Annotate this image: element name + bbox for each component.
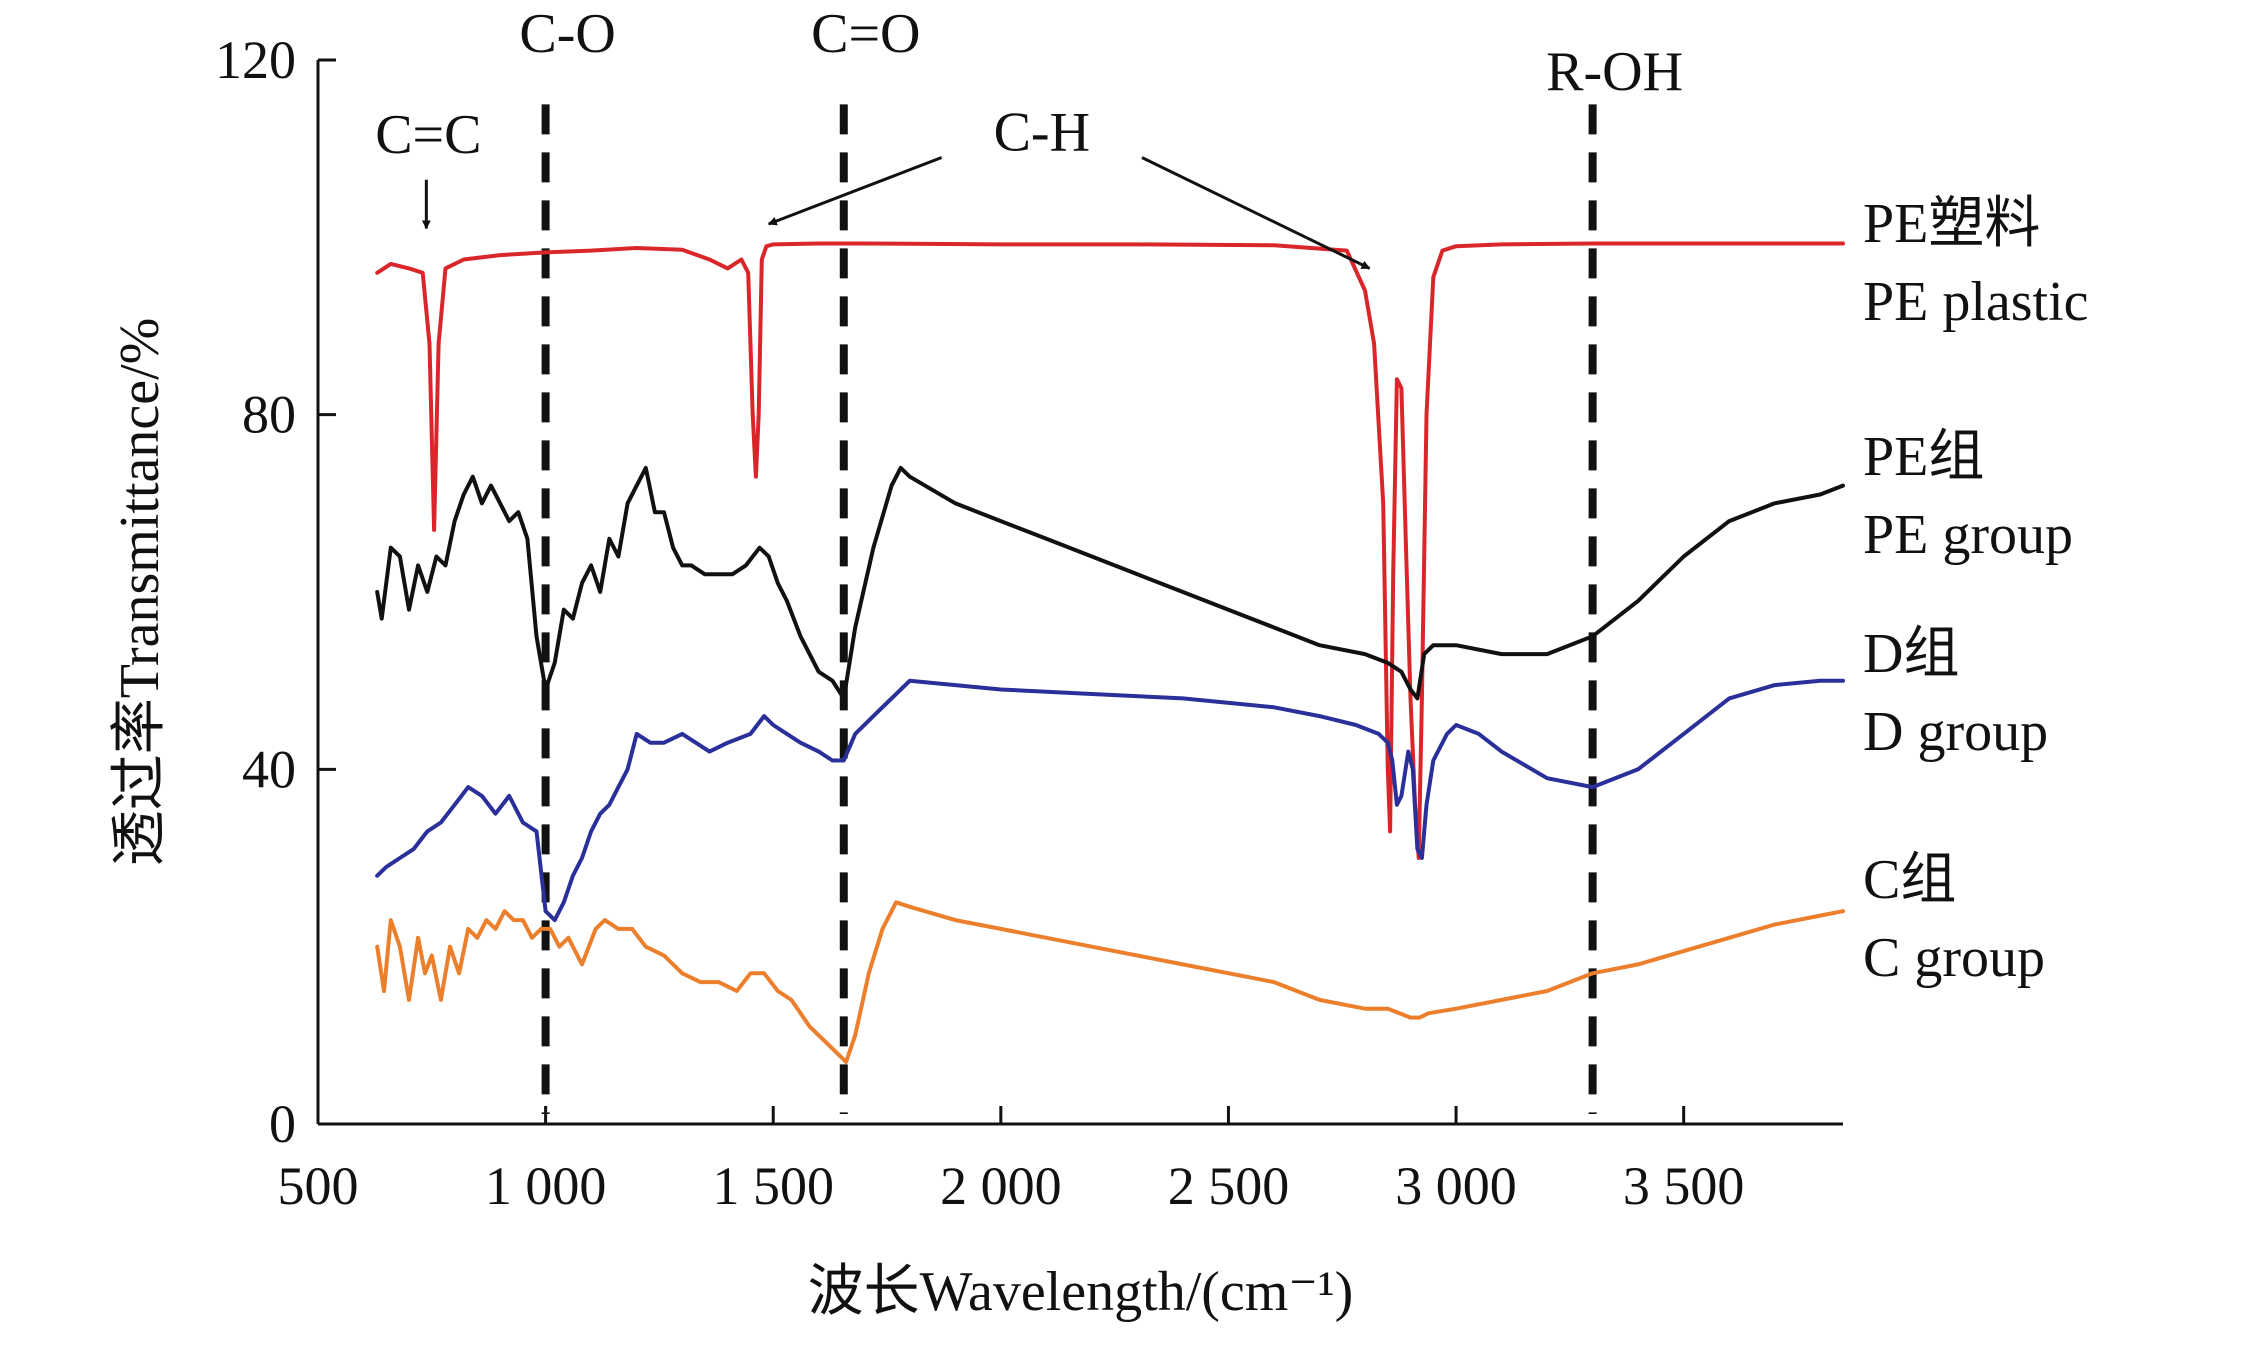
annotation-arrow (1141, 156, 1371, 270)
axes: 0 40 80 120 500 1 000 1 500 2 000 2 500 3 000 3 50… (109, 30, 1843, 1323)
x-tick-label: 2 000 (940, 1156, 1062, 1216)
series-line-3 (375, 678, 1845, 923)
reference-line-label: R-OH (1546, 41, 1683, 103)
y-tick-label: 120 (215, 30, 296, 90)
y-tick-label: 0 (269, 1094, 296, 1154)
x-tick-label: 1 500 (712, 1156, 834, 1216)
reference-lines: C-O C=O R-OH (519, 3, 1683, 1114)
x-tick-label: 1 000 (485, 1156, 607, 1216)
series-line-2 (375, 465, 1845, 701)
x-tick-label: 500 (278, 1156, 359, 1216)
series-layer (375, 241, 1845, 1064)
legend-label-en-3: D group (1863, 701, 2048, 763)
annotation-arrows: C=C C-H (375, 101, 1371, 270)
legend-label-en-4: C group (1863, 927, 2045, 989)
legend-label-en-2: PE group (1863, 504, 2073, 566)
x-tick-label: 2 500 (1168, 1156, 1290, 1216)
x-axis-title: 波长Wavelength/(cm⁻¹) (808, 1261, 1354, 1323)
series-line-4 (375, 900, 1845, 1064)
y-tick-label: 80 (242, 385, 296, 445)
x-tick-label: 3 000 (1395, 1156, 1517, 1216)
x-tick-label: 3 500 (1623, 1156, 1745, 1216)
reference-line-label: C-O (519, 3, 615, 65)
legend-label-en-1: PE plastic (1863, 271, 2089, 333)
legend-label-1: PE塑料 (1863, 193, 2040, 255)
y-axis-title: 透过率Transmittance/% (109, 318, 171, 867)
legend-label-2: PE组 (1863, 426, 1984, 488)
y-tick-label: 40 (242, 739, 296, 799)
annotation-arrow (767, 156, 943, 226)
annotation-label: C=C (375, 104, 481, 166)
legend-label-4: C组 (1863, 849, 1956, 911)
legend-label-3: D组 (1863, 623, 1959, 685)
annotation-label: C-H (994, 101, 1090, 163)
legend: PE塑料 PE plastic PE组 PE group D组 D group C组 C gr… (1863, 193, 2089, 989)
reference-line-label: C=O (811, 3, 920, 65)
series-line-1 (375, 241, 1845, 860)
